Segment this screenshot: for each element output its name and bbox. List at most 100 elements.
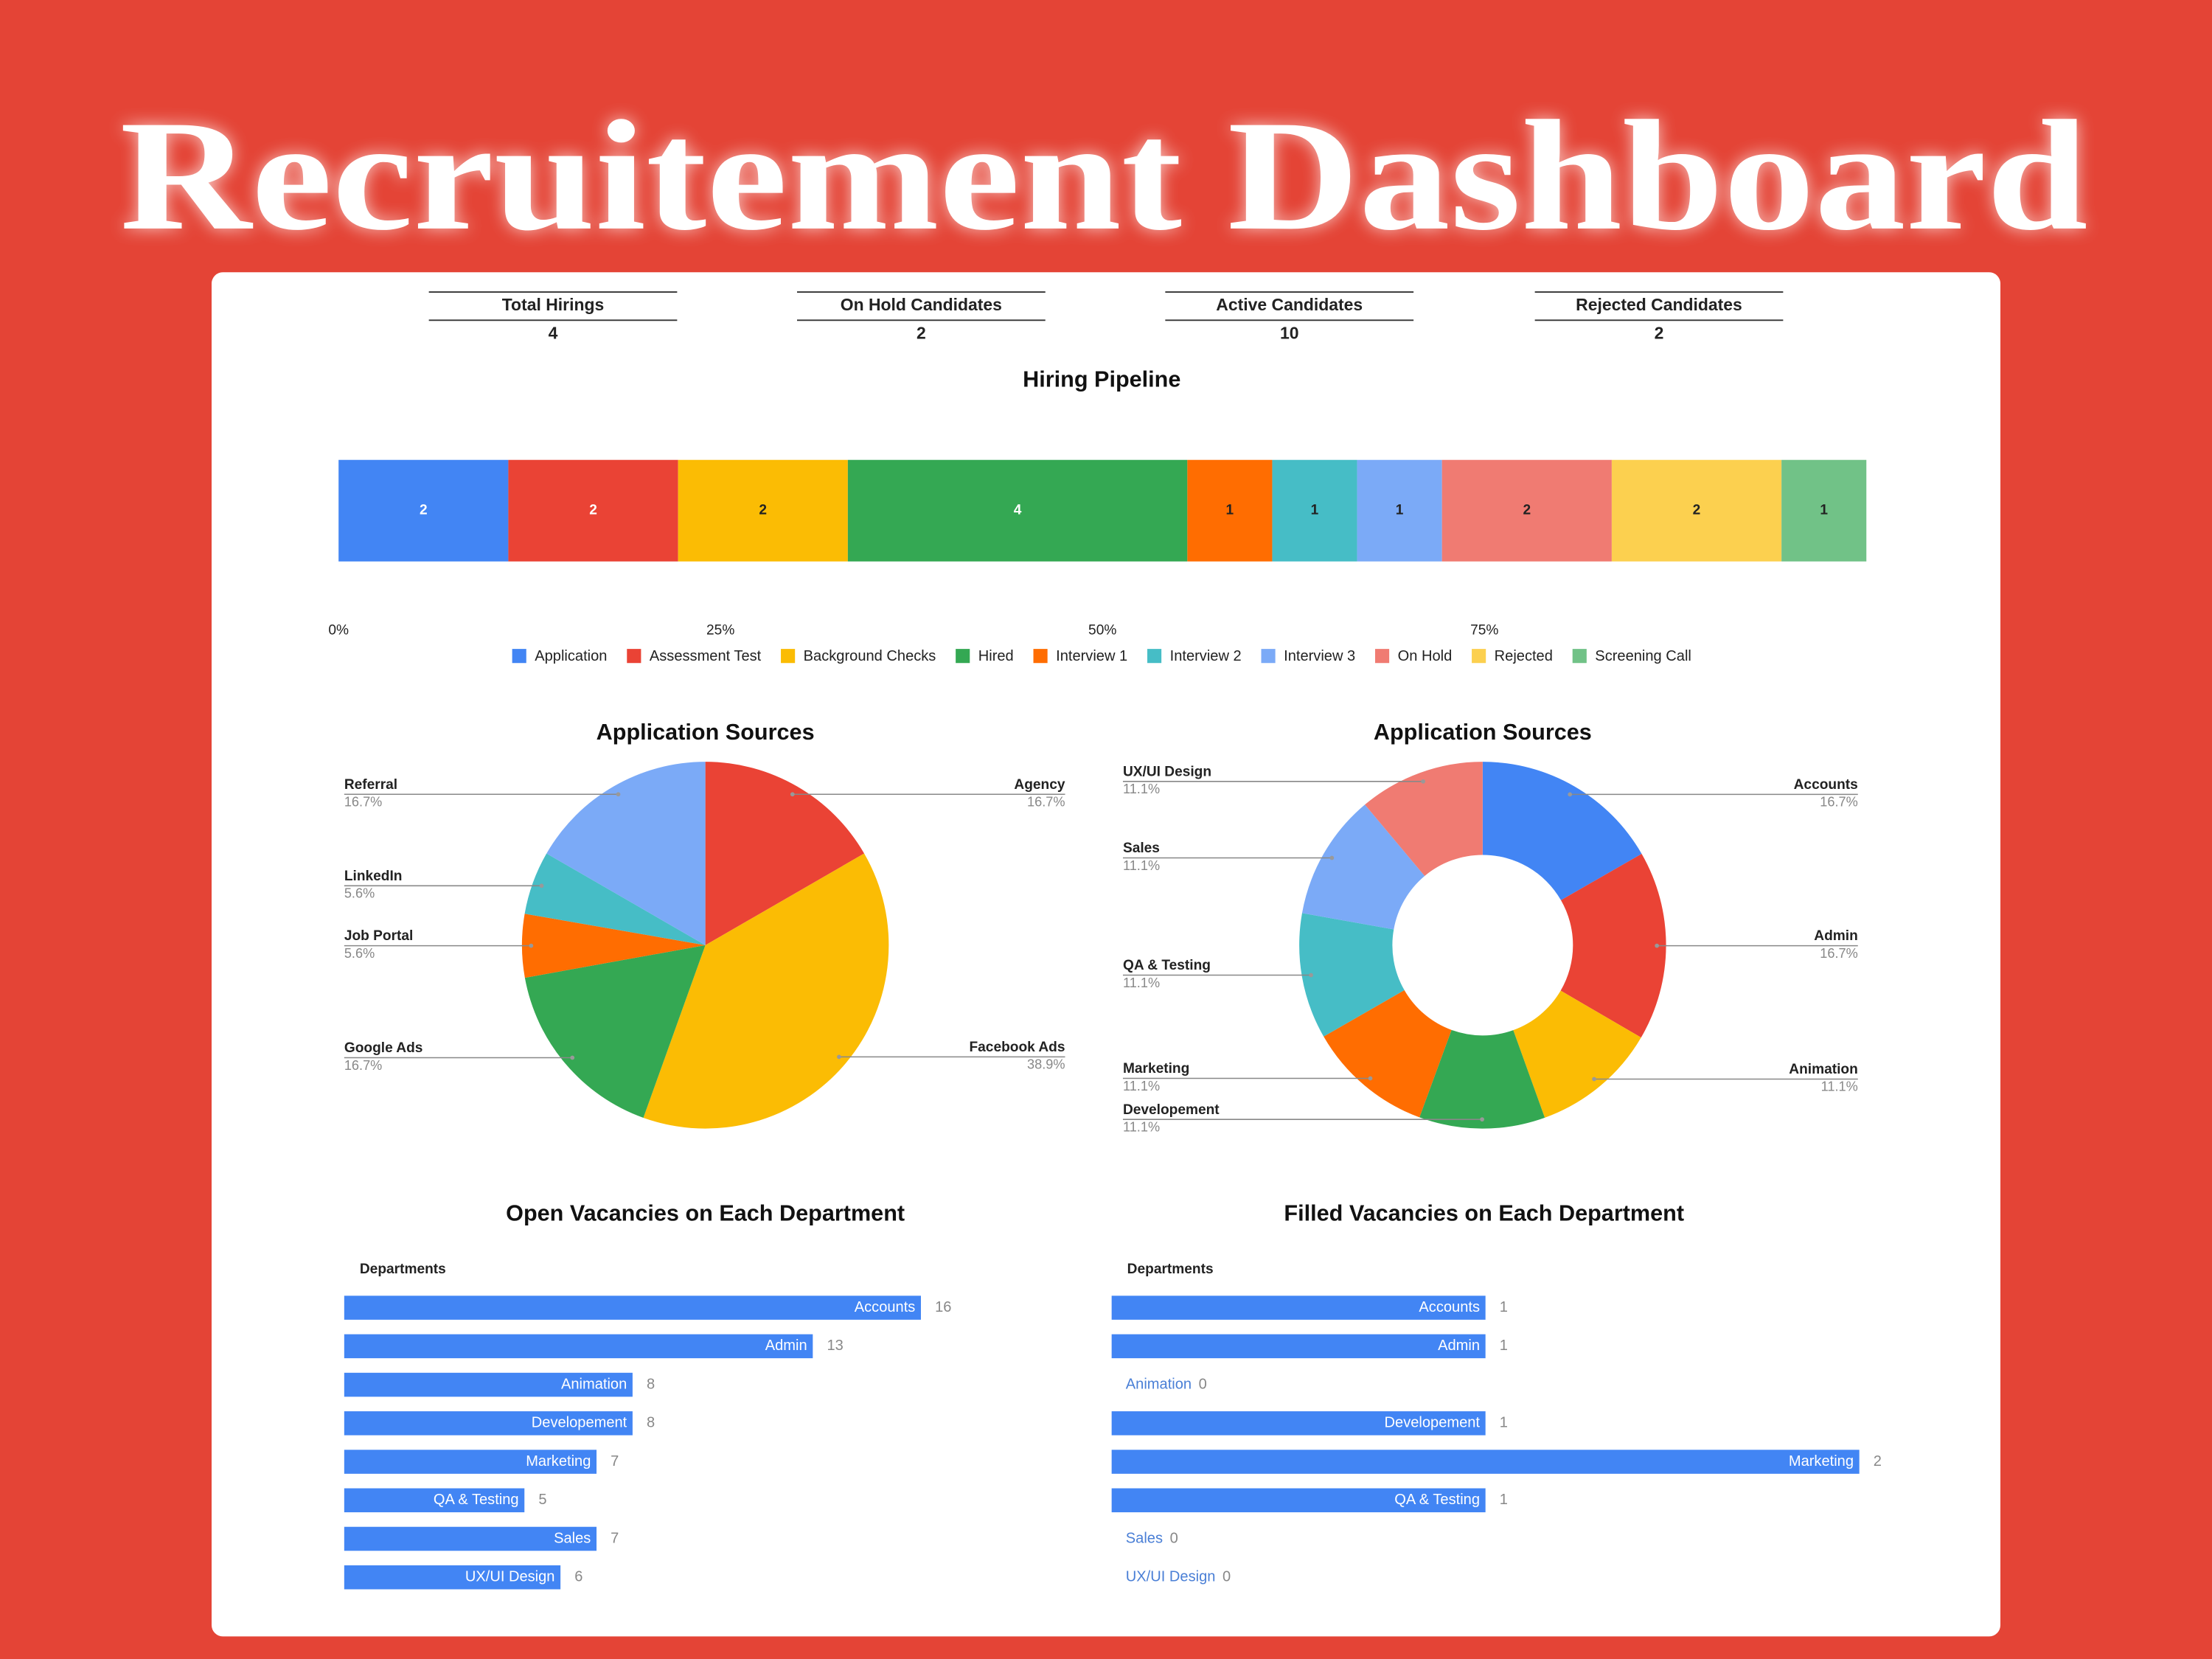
- panel: [211, 272, 2001, 1637]
- donut-slice: [1299, 913, 1405, 1037]
- bar-category: Animation: [1126, 1376, 1192, 1392]
- donut-slice: [1560, 853, 1666, 1038]
- bar-value: 0: [1222, 1569, 1231, 1585]
- bar-category: QA & Testing: [434, 1492, 519, 1508]
- bar-value: 8: [647, 1376, 655, 1392]
- kpi-value: 4: [549, 324, 558, 343]
- segment-label: 1: [1311, 503, 1319, 518]
- bar: [344, 1488, 525, 1513]
- leader-dot: [570, 1055, 575, 1060]
- leader-dot: [790, 792, 795, 797]
- slice-label: Developement: [1123, 1102, 1220, 1118]
- donut-slice: [1419, 1029, 1545, 1129]
- pie-slice: [521, 914, 706, 978]
- legend: Application Assessment Test Background Che…: [512, 648, 1691, 664]
- bar-category: UX/UI Design: [1126, 1569, 1216, 1585]
- slice-label: Sales: [1123, 841, 1160, 856]
- bar-category: Developement: [1385, 1415, 1481, 1431]
- slice-percent: 11.1%: [1123, 1079, 1160, 1093]
- segment-label: 1: [1226, 503, 1234, 518]
- leader-dot: [539, 883, 544, 888]
- dashboard-title: Recruitement Dashboard: [120, 88, 2088, 263]
- donut-slice: [1301, 804, 1425, 930]
- legend-label: Assessment Test: [650, 648, 762, 664]
- segment-label: 2: [589, 503, 597, 518]
- bar-category: Marketing: [526, 1453, 591, 1470]
- segment-label: 2: [420, 503, 428, 518]
- bar: [344, 1372, 633, 1397]
- slice-percent: 11.1%: [1123, 1119, 1160, 1134]
- slice-label: Referral: [344, 777, 397, 793]
- kpi-value: 10: [1280, 324, 1299, 343]
- pipeline-segment: [1781, 459, 1867, 562]
- bar-category: Admin: [1438, 1338, 1480, 1354]
- legend-label: Interview 2: [1170, 648, 1242, 664]
- axis-title: Departments: [360, 1262, 446, 1277]
- leader-dot: [1480, 1117, 1484, 1122]
- donut-slice: [1324, 990, 1452, 1118]
- pie-slice: [643, 853, 889, 1129]
- legend-swatch: [627, 649, 641, 664]
- slice-label: Accounts: [1794, 777, 1858, 793]
- kpi-label: Total Hirings: [502, 295, 604, 314]
- kpi-value: 2: [1655, 324, 1664, 343]
- x-tick-label: 25%: [706, 622, 734, 638]
- leader-dot: [1309, 973, 1313, 978]
- pipeline-segment: [847, 459, 1188, 562]
- legend-swatch: [1261, 649, 1276, 664]
- slice-label: LinkedIn: [344, 869, 403, 884]
- pipeline-segment: [1441, 459, 1612, 562]
- bar-value: 1: [1500, 1492, 1508, 1508]
- segment-label: 1: [1396, 503, 1404, 518]
- legend-label: Rejected: [1495, 648, 1553, 664]
- slice-label: Animation: [1789, 1062, 1858, 1077]
- legend-label: Interview 3: [1284, 648, 1355, 664]
- segment-label: 4: [1014, 503, 1022, 518]
- donut-slice: [1513, 990, 1641, 1118]
- chart-title: Filled Vacancies on Each Department: [1284, 1200, 1684, 1225]
- bar: [344, 1411, 633, 1436]
- slice-percent: 16.7%: [1820, 946, 1857, 961]
- bar: [344, 1526, 597, 1551]
- leader-dot: [1421, 779, 1425, 784]
- leader-dot: [1655, 943, 1659, 948]
- bar: [1111, 1295, 1486, 1320]
- slice-label: Facebook Ads: [969, 1040, 1065, 1055]
- pipeline-segment: [1357, 459, 1442, 562]
- slice-percent: 16.7%: [344, 795, 382, 810]
- legend-swatch: [1147, 649, 1162, 664]
- pipeline-segment: [508, 459, 678, 562]
- bar-category: UX/UI Design: [465, 1569, 555, 1585]
- slice-percent: 38.9%: [1027, 1057, 1065, 1072]
- bar-category: Admin: [765, 1338, 807, 1354]
- bar-value: 13: [827, 1338, 843, 1354]
- donut-slice: [1365, 762, 1483, 877]
- slice-label: Admin: [1814, 928, 1858, 944]
- segment-label: 2: [1693, 503, 1701, 518]
- kpi-label: Rejected Candidates: [1576, 295, 1742, 314]
- pie-slice: [705, 762, 865, 945]
- pie-slice: [524, 945, 706, 1118]
- segment-label: 2: [759, 503, 767, 518]
- legend-swatch: [1374, 649, 1390, 664]
- bar-value: 0: [1199, 1376, 1207, 1392]
- leader-dot: [1592, 1077, 1596, 1082]
- pie-slice: [524, 853, 706, 945]
- slice-percent: 11.1%: [1123, 975, 1160, 990]
- bar: [344, 1450, 597, 1474]
- bar: [344, 1565, 561, 1590]
- bar: [344, 1295, 921, 1320]
- segment-label: 1: [1820, 503, 1828, 518]
- slice-label: QA & Testing: [1123, 958, 1211, 973]
- pipeline-segment: [338, 459, 509, 562]
- legend-label: Screening Call: [1595, 648, 1691, 664]
- segment-label: 2: [1523, 503, 1531, 518]
- x-tick-label: 0%: [328, 622, 349, 638]
- axis-title: Departments: [1127, 1262, 1214, 1277]
- chart-title: Hiring Pipeline: [1023, 367, 1180, 392]
- legend-label: Application: [535, 648, 607, 664]
- leader-dot: [529, 943, 534, 948]
- chart-title: Open Vacancies on Each Department: [506, 1200, 905, 1225]
- leader-dot: [1329, 855, 1335, 860]
- bar-category: QA & Testing: [1394, 1492, 1480, 1508]
